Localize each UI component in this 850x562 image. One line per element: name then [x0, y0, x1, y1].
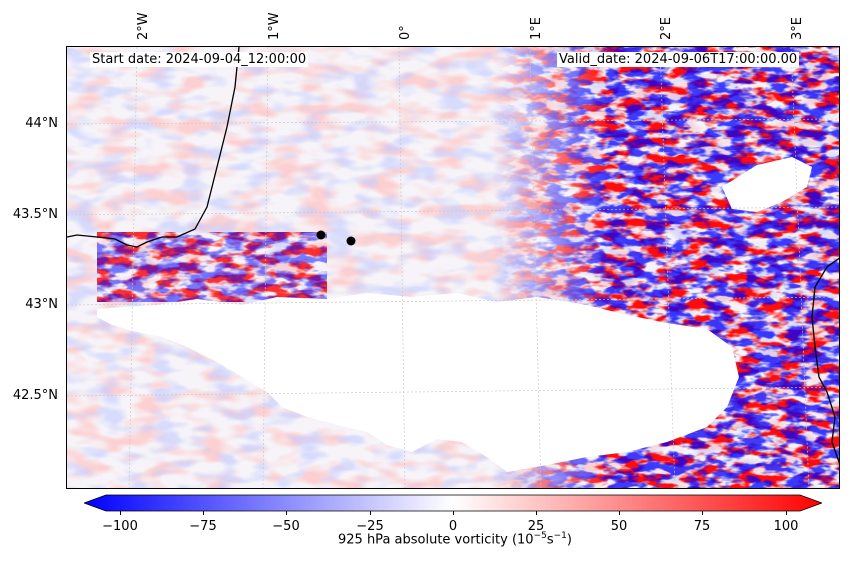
valid-date-label: Valid_date: 2024-09-06T17:00:00.00: [557, 52, 800, 67]
lon-label-1w: 1°W: [267, 12, 282, 40]
colorbar-tickmark: [286, 511, 287, 515]
colorbar-tick-label: −25: [356, 519, 384, 534]
lat-label-43-5n: 43.5°N: [12, 207, 58, 222]
masked-region: [97, 293, 739, 472]
lon-label-2e: 2°E: [659, 17, 674, 40]
start-date-label: Start date: 2024-09-04_12:00:00: [90, 52, 309, 67]
colorbar-tick-label: 25: [527, 519, 545, 534]
coastline-west: [67, 47, 240, 248]
colorbar-tick-label: −75: [189, 519, 217, 534]
colorbar-tick-label: −50: [272, 519, 300, 534]
colorbar-tickmark: [702, 511, 703, 515]
lat-label-43n: 43°N: [25, 297, 58, 312]
lat-label-44n: 44°N: [25, 116, 58, 131]
vorticity-field: [67, 47, 839, 488]
lon-label-3e: 3°E: [790, 17, 805, 40]
colorbar-tick-label: 0: [448, 519, 458, 534]
colorbar-tick-label: 100: [773, 519, 799, 534]
colorbar-tickmark: [370, 511, 371, 515]
colorbar-title-text: 925 hPa absolute vorticity (10: [338, 532, 534, 548]
colorbar-tick-label: 50: [610, 519, 628, 534]
field-coastal-band-neg: [97, 232, 327, 302]
colorbar-title-mid: s: [546, 532, 554, 548]
vorticity-map: [66, 46, 840, 489]
colorbar-tickmark: [536, 511, 537, 515]
colorbar-tickmark: [203, 511, 204, 515]
lon-label-1e: 1°E: [529, 17, 544, 40]
colorbar-tickmark: [453, 511, 454, 515]
colorbar-tick-label: 75: [693, 519, 711, 534]
location-marker: [346, 236, 356, 246]
colorbar-title-end: ): [566, 532, 572, 548]
masked-region-east-lake: [722, 157, 812, 212]
colorbar-tickmark: [619, 511, 620, 515]
colorbar-title-exp1: −5: [533, 531, 547, 541]
colorbar-tickmark: [786, 511, 787, 515]
lon-label-0: 0°: [398, 25, 413, 40]
colorbar-tick-label: −100: [102, 519, 138, 534]
colorbar-body: [82, 494, 824, 512]
location-marker: [316, 230, 326, 240]
colorbar-tickmark: [120, 511, 121, 515]
colorbar-title-exp2: −1: [553, 531, 567, 541]
lon-label-2w: 2°W: [136, 12, 151, 40]
colorbar-title: 925 hPa absolute vorticity (10−5s−1): [0, 531, 850, 547]
coastline-east: [811, 257, 839, 464]
graticule: [67, 47, 839, 488]
lat-label-42-5n: 42.5°N: [12, 388, 58, 403]
